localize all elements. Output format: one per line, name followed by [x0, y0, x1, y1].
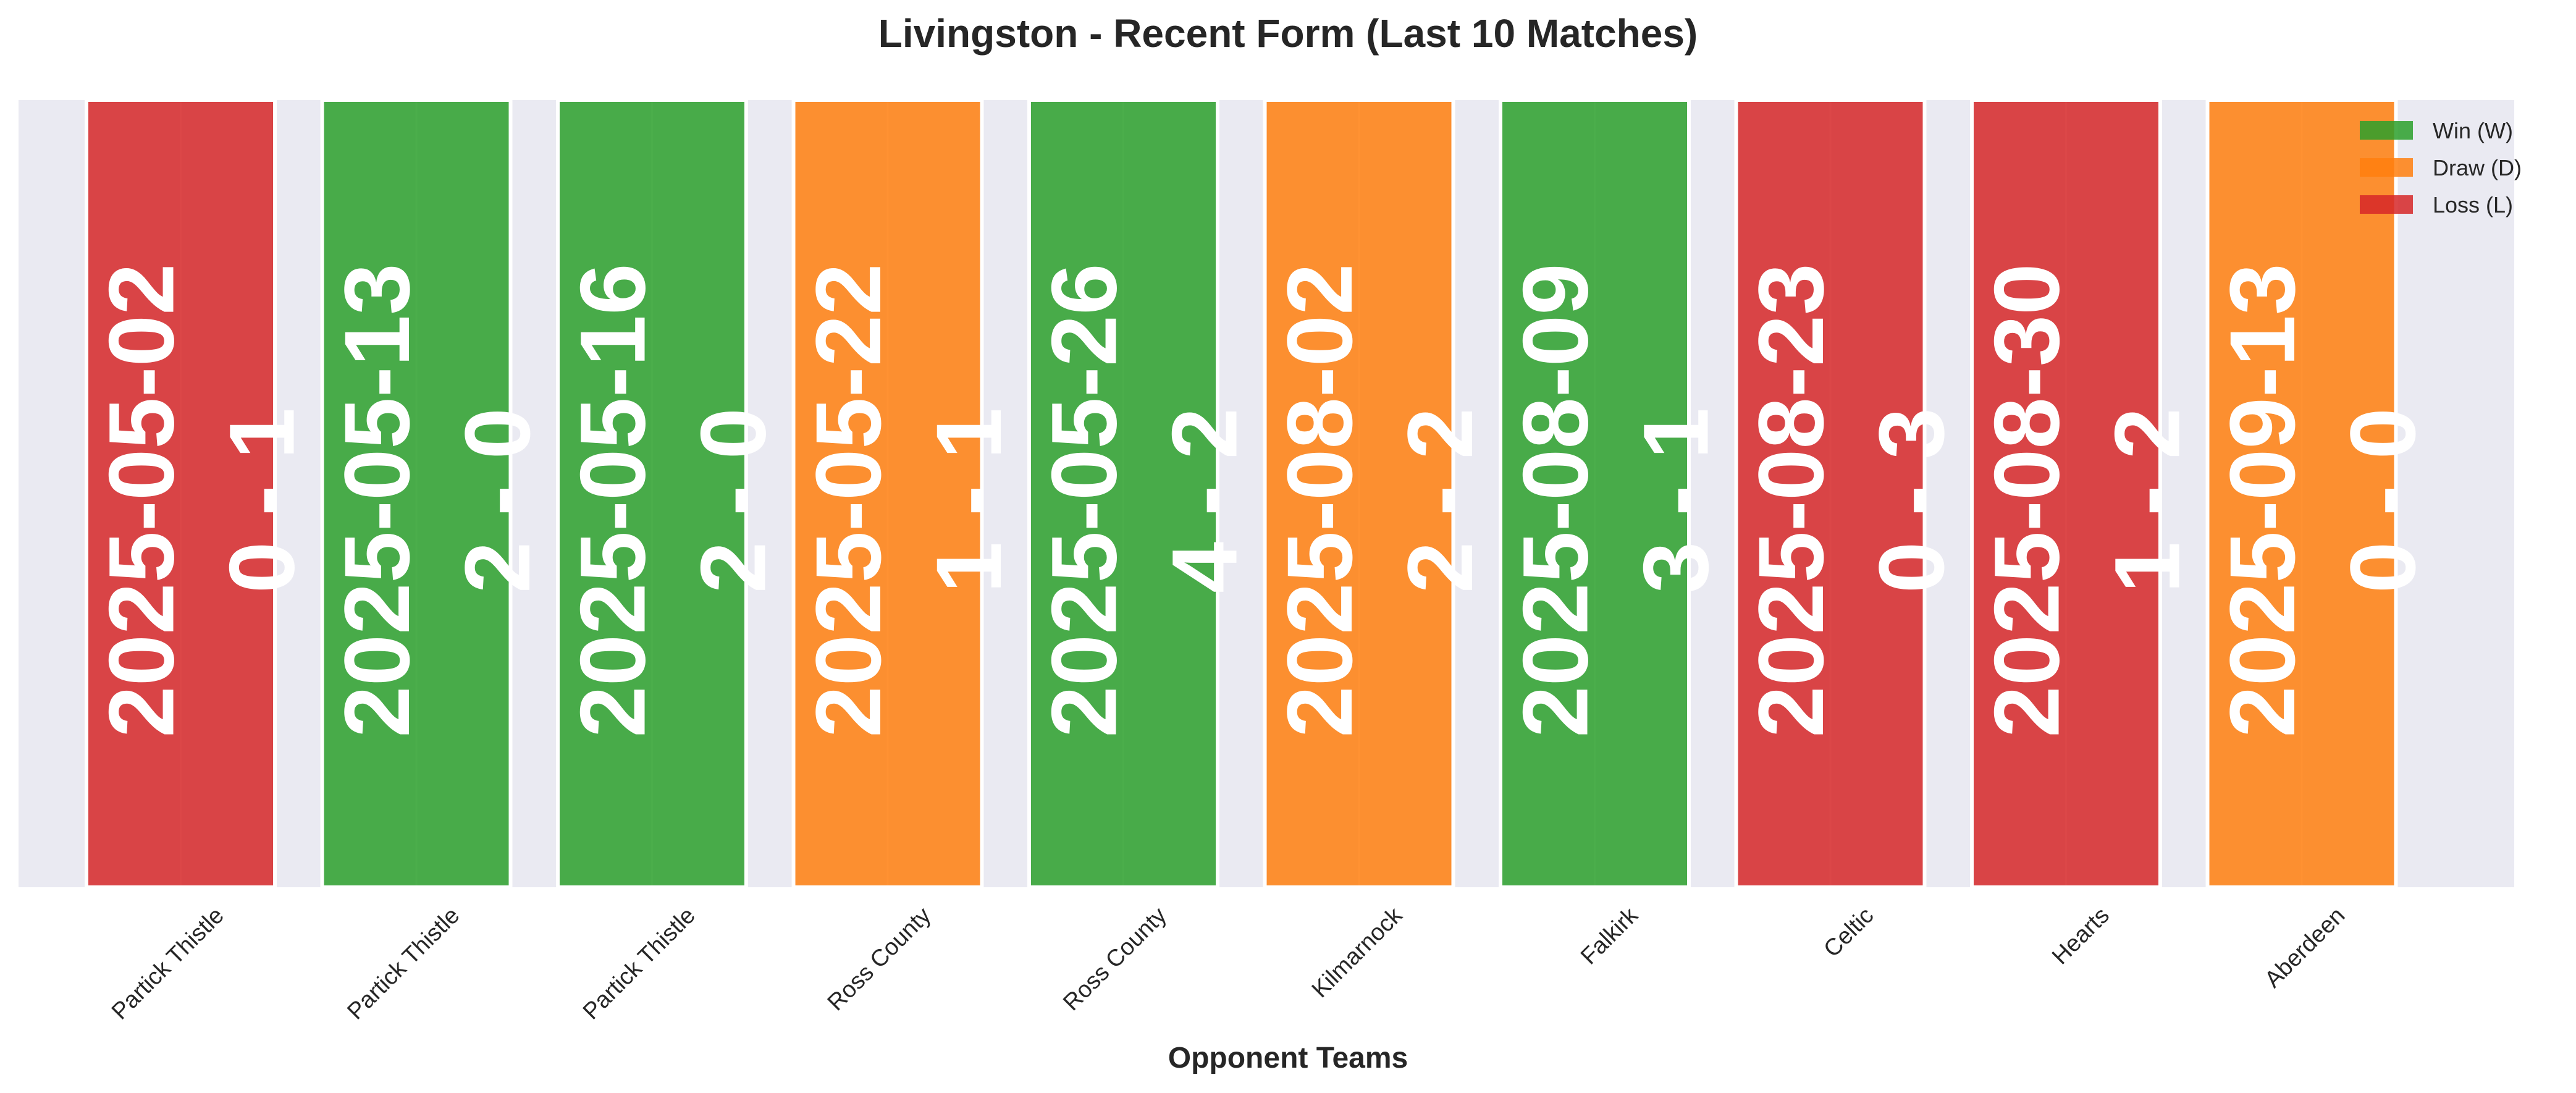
- x-tick-label: Aberdeen: [2260, 903, 2350, 993]
- x-tick-label: Falkirk: [1576, 902, 1644, 970]
- legend-swatch: [2360, 158, 2413, 177]
- bar-label: 2025-08-02 2 - 2: [1268, 263, 1492, 737]
- x-tick-label: Ross County: [823, 903, 937, 1016]
- bar-d: [1263, 98, 1455, 889]
- bar-w: [1027, 98, 1219, 889]
- bar-score-label: 1 - 2: [2095, 408, 2199, 593]
- bar-labels: 2025-05-02 0 - 1 2025-05-13 2 - 0 2025-05-16…: [90, 263, 2435, 737]
- bar-date-label: 2025-08-09: [1504, 263, 1607, 737]
- x-tick-label: Partick Thistle: [342, 903, 465, 1025]
- bar-date-label: 2025-05-02: [90, 263, 193, 737]
- bar-label: 2025-08-09 3 - 1: [1504, 263, 1728, 737]
- x-tick-label: Ross County: [1058, 903, 1172, 1016]
- bar-date-label: 2025-05-13: [325, 263, 429, 737]
- bar-date-label: 2025-05-16: [561, 263, 665, 737]
- bar-date-label: 2025-08-02: [1268, 263, 1371, 737]
- bar-date-label: 2025-08-23: [1739, 263, 1843, 737]
- x-tick-label: Kilmarnock: [1307, 902, 1408, 1003]
- bar-w: [320, 98, 513, 889]
- chart-title: Livingston - Recent Form (Last 10 Matche…: [878, 11, 1698, 56]
- bar-label: 2025-09-13 0 - 0: [2210, 263, 2435, 737]
- bar-l: [1970, 98, 2162, 889]
- x-tick-label: Hearts: [2047, 903, 2115, 970]
- x-tick-label: Partick Thistle: [578, 903, 701, 1025]
- bar-score-label: 2 - 2: [1388, 408, 1492, 593]
- bar-l: [85, 98, 277, 889]
- bars: [85, 98, 2398, 889]
- bar-w: [1499, 98, 1691, 889]
- bar-label: 2025-08-23 0 - 3: [1739, 263, 1963, 737]
- bar-label: 2025-05-26 4 - 2: [1032, 263, 1256, 737]
- x-tick-label: Celtic: [1819, 903, 1879, 963]
- bar-score-label: 2 - 0: [445, 408, 549, 593]
- bar-score-label: 3 - 1: [1624, 408, 1728, 593]
- bar-label: 2025-08-30 1 - 2: [1975, 263, 2199, 737]
- bar-date-label: 2025-05-26: [1032, 263, 1136, 737]
- bar-w: [556, 98, 748, 889]
- bar-d: [2205, 98, 2398, 889]
- legend-swatch: [2360, 195, 2413, 214]
- bar-label: 2025-05-13 2 - 0: [325, 263, 549, 737]
- bar-d: [791, 98, 984, 889]
- bar-l: [1734, 98, 1927, 889]
- bar-label: 2025-05-16 2 - 0: [561, 263, 785, 737]
- bar-date-label: 2025-08-30: [1975, 263, 2079, 737]
- legend-swatch: [2360, 121, 2413, 140]
- x-axis-label: Opponent Teams: [1168, 1042, 1408, 1074]
- legend-label: Loss (L): [2433, 192, 2513, 217]
- bar-score-label: 0 - 3: [1859, 408, 1963, 593]
- bar-date-label: 2025-05-22: [796, 263, 900, 737]
- bar-score-label: 0 - 0: [2331, 408, 2435, 593]
- legend-label: Draw (D): [2433, 155, 2522, 180]
- legend-label: Win (W): [2433, 118, 2513, 143]
- bar-score-label: 1 - 1: [917, 408, 1021, 593]
- legend: Win (W) Draw (D) Loss (L): [2360, 118, 2522, 217]
- bar-label: 2025-05-02 0 - 1: [90, 263, 314, 737]
- bar-score-label: 4 - 2: [1153, 408, 1256, 593]
- x-tick-label: Partick Thistle: [107, 903, 229, 1025]
- bar-score-label: 0 - 1: [210, 408, 314, 593]
- x-tick-labels: Partick Thistle Partick Thistle Partick Th…: [107, 902, 2350, 1025]
- bar-label: 2025-05-22 1 - 1: [796, 263, 1021, 737]
- bar-date-label: 2025-09-13: [2210, 263, 2314, 737]
- bar-score-label: 2 - 0: [681, 408, 785, 593]
